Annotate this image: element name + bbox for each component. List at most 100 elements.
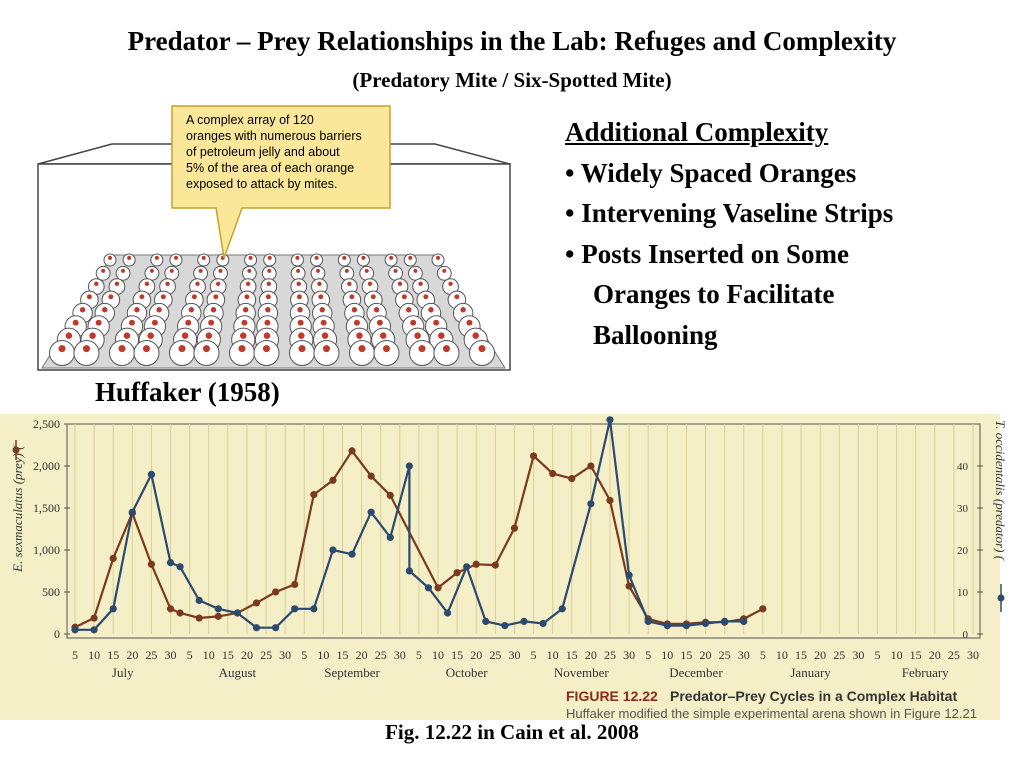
predator-point — [405, 462, 413, 470]
predator-point — [90, 626, 98, 634]
y-tick-left-label: 1,000 — [33, 543, 60, 557]
x-tick-label: 10 — [891, 648, 903, 662]
x-tick-label: 15 — [451, 648, 463, 662]
x-tick-label: 10 — [432, 648, 444, 662]
predator-point — [520, 617, 528, 625]
orange-exposed-spot — [108, 255, 112, 260]
orange-exposed-spot — [466, 319, 473, 326]
orange — [359, 265, 375, 281]
predator-point — [214, 605, 222, 613]
orange-exposed-spot — [295, 255, 300, 260]
y-tick-left-label: 2,000 — [33, 459, 60, 473]
figure-text: Huffaker modified the simple experimenta… — [566, 706, 977, 720]
orange-exposed-spot — [356, 332, 363, 339]
predator-point — [463, 563, 471, 571]
predator-point — [166, 559, 175, 567]
month-label: January — [790, 665, 831, 680]
y-axis-right-title: T. occidentalis (predator) ( — [993, 420, 1008, 561]
orange — [263, 253, 277, 267]
predator-point — [644, 617, 652, 625]
orange — [384, 253, 398, 267]
x-tick-label: 25 — [833, 648, 845, 662]
orange-exposed-spot — [89, 332, 96, 339]
orange-exposed-spot — [178, 345, 186, 353]
predator-point — [71, 626, 79, 634]
prey-point — [510, 524, 519, 532]
x-tick-label: 20 — [241, 648, 253, 662]
y-tick-right-label: 40 — [957, 461, 969, 473]
orange-exposed-spot — [128, 319, 135, 326]
orange-exposed-spot — [353, 319, 360, 326]
slide-subtitle: (Predatory Mite / Six-Spotted Mite) — [352, 68, 672, 92]
orange — [409, 340, 435, 366]
orange-exposed-spot — [460, 307, 466, 313]
orange — [169, 253, 183, 267]
prey-point — [472, 560, 480, 568]
orange-exposed-spot — [358, 345, 366, 353]
orange — [373, 340, 400, 366]
orange — [339, 265, 355, 281]
orange-exposed-spot — [181, 332, 189, 339]
orange-exposed-spot — [213, 294, 219, 300]
orange-exposed-spot — [297, 307, 303, 313]
predator-point — [558, 605, 566, 613]
y-tick-left-label: 2,500 — [33, 417, 60, 431]
orange-exposed-spot — [373, 307, 380, 313]
y-tick-left-label: 0 — [54, 627, 60, 641]
x-tick-label: 20 — [814, 648, 826, 662]
orange-exposed-spot — [265, 307, 271, 313]
orange — [388, 265, 403, 281]
prey-point — [434, 584, 442, 592]
orange-exposed-spot — [382, 345, 390, 353]
callout-line: of petroleum jelly and about — [186, 145, 340, 159]
orange-exposed-spot — [265, 294, 271, 300]
orange-exposed-spot — [376, 319, 383, 326]
orange — [193, 265, 209, 281]
slide-title: Predator – Prey Relationships in the Lab… — [127, 26, 897, 56]
prey-point — [147, 560, 156, 568]
x-tick-label: 15 — [680, 648, 692, 662]
prey-point — [625, 582, 633, 590]
orange — [115, 265, 131, 281]
orange — [49, 340, 75, 366]
predator-point — [606, 416, 614, 424]
orange-exposed-spot — [79, 307, 86, 313]
x-tick-label: 25 — [948, 648, 960, 662]
orange-exposed-spot — [448, 281, 453, 287]
orange — [144, 265, 160, 281]
orange-exposed-spot — [410, 319, 417, 326]
x-tick-label: 25 — [604, 648, 616, 662]
orange-exposed-spot — [408, 255, 413, 260]
orange — [261, 265, 277, 281]
orange-exposed-spot — [156, 307, 162, 313]
orange-exposed-spot — [428, 307, 434, 313]
orange-exposed-spot — [95, 319, 102, 326]
orange-grid — [49, 253, 495, 366]
x-tick-label: 15 — [795, 648, 807, 662]
figure-caption: Fig. 12.22 in Cain et al. 2008 — [385, 720, 639, 744]
orange-exposed-spot — [201, 255, 206, 260]
x-tick-label: 30 — [623, 648, 635, 662]
orange-exposed-spot — [298, 345, 306, 353]
prey-point — [214, 612, 222, 620]
prey-point — [310, 490, 318, 499]
x-tick-label: 25 — [260, 648, 272, 662]
orange — [433, 340, 460, 366]
y-tick-right-label: 20 — [957, 545, 969, 557]
orange-exposed-spot — [436, 255, 440, 260]
orange-exposed-spot — [210, 307, 217, 313]
orange-exposed-spot — [72, 319, 79, 326]
orange-exposed-spot — [319, 307, 325, 313]
x-tick-label: 15 — [566, 648, 578, 662]
prey-point — [348, 447, 356, 455]
orange — [150, 253, 164, 267]
figure-label: FIGURE 12.22 — [566, 688, 658, 704]
orange — [469, 340, 495, 366]
prey-point — [195, 614, 203, 622]
x-axis: 5 10 15 20 25 30 5 10 15 20 25 30 5 10 15 20 25 30 5 10 15 20… — [72, 648, 979, 680]
orange-exposed-spot — [297, 319, 304, 326]
orange-arena-diagram: A complex array of 120 oranges with nume… — [37, 105, 511, 371]
orange-exposed-spot — [65, 332, 73, 339]
orange-exposed-spot — [147, 332, 154, 339]
orange-exposed-spot — [367, 281, 373, 287]
